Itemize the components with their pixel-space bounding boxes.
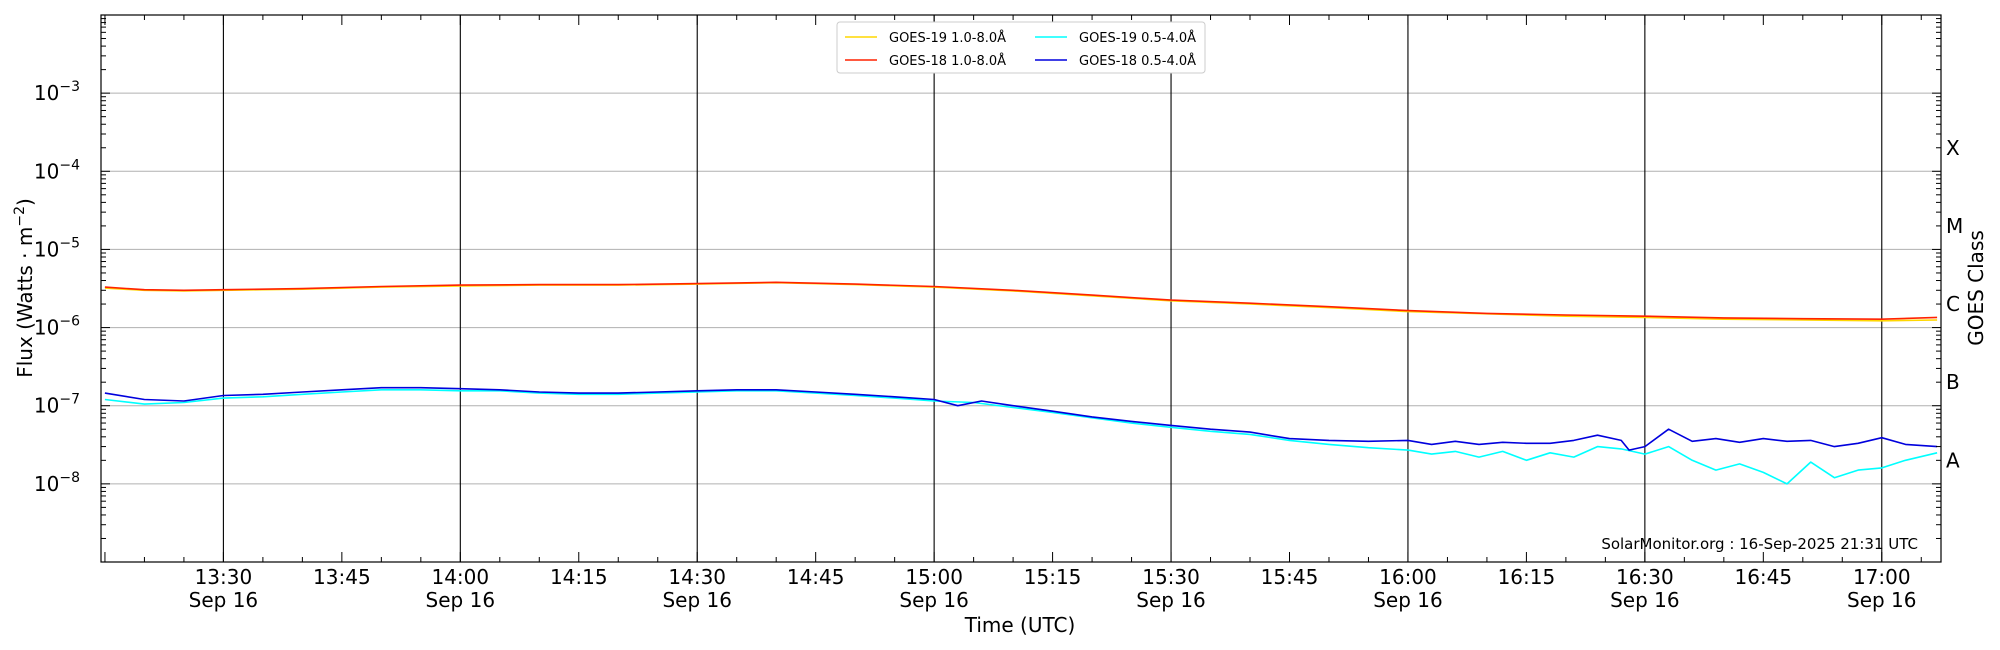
goes-class-label: X <box>1946 136 1960 160</box>
x-tick-time: 15:30 <box>1142 565 1200 589</box>
y-tick-exponent: −7 <box>59 392 80 408</box>
series-line <box>104 386 1938 451</box>
y-tick-label: 10−3 <box>34 79 80 105</box>
x-tick-date: Sep 16 <box>1136 588 1206 612</box>
x-tick-time: 15:15 <box>1024 565 1082 589</box>
vertical-time-lines <box>222 15 1883 562</box>
x-tick-date: Sep 16 <box>1847 588 1917 612</box>
x-tick-date: Sep 16 <box>189 588 259 612</box>
y-axis-title: Flux (Watts · m−2) <box>12 198 37 378</box>
series-line <box>104 281 1938 322</box>
x-tick-time: 13:45 <box>313 565 371 589</box>
plot-frame <box>100 14 1942 563</box>
y-tick-label: 10−8 <box>34 470 80 496</box>
goes-class-labels: A B C M X <box>1946 136 1963 473</box>
legend-label: GOES-18 0.5-4.0Å <box>1079 53 1196 69</box>
x-tick-time: 15:45 <box>1261 565 1319 589</box>
x-tick-time: 16:30 <box>1616 565 1674 589</box>
x-tick-time: 16:45 <box>1734 565 1792 589</box>
y-tick-exponent: −3 <box>59 79 80 95</box>
y-tick-exponent: −5 <box>59 235 80 251</box>
goes-class-label: A <box>1946 448 1960 472</box>
x-tick-time: 16:00 <box>1379 565 1437 589</box>
legend-box <box>836 21 1206 74</box>
legend: GOES-19 1.0-8.0Å GOES-19 0.5-4.0Å GOES-18 … <box>836 21 1206 74</box>
y-axis-title-close: ) <box>13 198 37 206</box>
legend-label: GOES-18 1.0-8.0Å <box>889 53 1006 69</box>
x-tick-time: 17:00 <box>1853 565 1911 589</box>
x-tick-time: 15:00 <box>905 565 963 589</box>
x-tick-time: 13:30 <box>195 565 253 589</box>
x-tick-date: Sep 16 <box>662 588 732 612</box>
goes-class-label: B <box>1946 370 1960 394</box>
series-line <box>104 281 1938 321</box>
legend-label: GOES-19 0.5-4.0Å <box>1079 30 1196 46</box>
y-tick-exponent: −8 <box>59 470 80 486</box>
y-tick-label: 10−5 <box>34 235 80 261</box>
y-tick-base: 10 <box>34 472 59 496</box>
y2-axis-title: GOES Class <box>1964 230 1988 346</box>
y-tick-exponent: −4 <box>59 157 80 173</box>
series-layer <box>104 281 1938 485</box>
y-tick-base: 10 <box>34 237 59 261</box>
x-tick-date: Sep 16 <box>426 588 496 612</box>
goes-class-label: C <box>1946 292 1960 316</box>
footer-credit: SolarMonitor.org : 16-Sep-2025 21:31 UTC <box>1601 535 1918 553</box>
x-tick-time: 14:15 <box>550 565 608 589</box>
x-tick-date: Sep 16 <box>1610 588 1680 612</box>
y-tick-label: 10−7 <box>34 392 80 418</box>
y-tick-label: 10−6 <box>34 314 80 340</box>
y-tick-label: 10−4 <box>34 157 80 183</box>
y-axis-title-main: Flux (Watts · m <box>13 227 37 378</box>
x-tick-time: 16:15 <box>1498 565 1556 589</box>
y-tick-base: 10 <box>34 316 59 340</box>
y-tick-base: 10 <box>34 159 59 183</box>
legend-label: GOES-19 1.0-8.0Å <box>889 30 1006 46</box>
x-tick-time: 14:00 <box>431 565 489 589</box>
y-axis-ticks: 10−810−710−610−510−410−3 <box>34 18 1941 539</box>
y-axis-title-exponent: −2 <box>12 206 28 227</box>
series-line <box>104 388 1938 485</box>
x-tick-date: Sep 16 <box>1373 588 1443 612</box>
x-tick-date: Sep 16 <box>899 588 969 612</box>
y-tick-base: 10 <box>34 394 59 418</box>
goes-class-label: M <box>1946 214 1963 238</box>
grid-layer <box>101 92 1941 485</box>
y-tick-exponent: −6 <box>59 314 80 330</box>
y-tick-base: 10 <box>34 81 59 105</box>
x-tick-time: 14:45 <box>787 565 845 589</box>
x-tick-time: 14:30 <box>668 565 726 589</box>
x-axis-title: Time (UTC) <box>964 613 1076 637</box>
